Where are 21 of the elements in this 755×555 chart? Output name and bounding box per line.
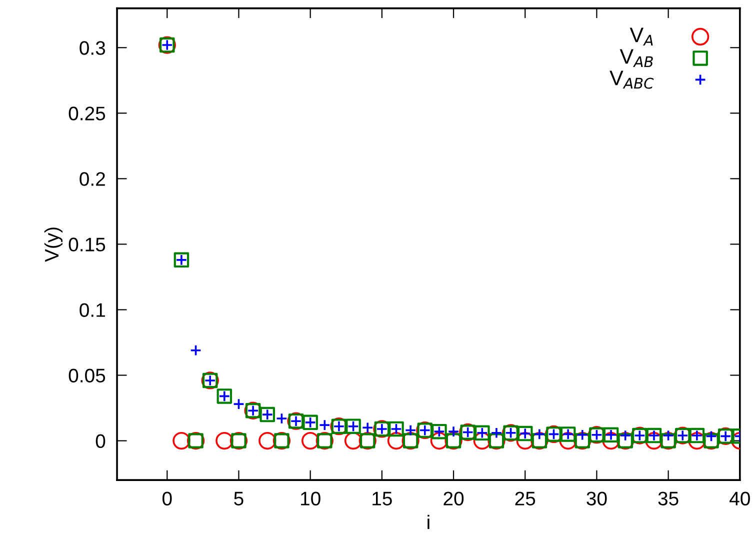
- x-tick-label: 25: [515, 492, 536, 506]
- x-tick-label: 40: [730, 492, 750, 506]
- x-tick-label: 5: [234, 492, 244, 506]
- x-tick-label: 10: [301, 492, 320, 506]
- legend-label: V$_{AB}$: [620, 49, 653, 68]
- legend-label: V$_{ABC}$: [610, 70, 654, 89]
- y-axis-title: V(y): [44, 228, 63, 262]
- x-tick-label: 35: [658, 492, 678, 506]
- x-tick-label: 20: [444, 492, 464, 506]
- y-tick-label: 0.05: [68, 368, 106, 382]
- y-tick-label: 0.25: [68, 106, 106, 120]
- y-tick-label: 0.15: [68, 238, 106, 252]
- y-tick-label: 0.1: [80, 303, 105, 317]
- y-tick-label: 0.2: [80, 172, 105, 186]
- legend-label: V$_{A}$: [630, 28, 653, 46]
- x-axis-title: i: [428, 514, 430, 529]
- y-tick-label: 0.3: [80, 41, 106, 55]
- y-tick-label: 0: [96, 434, 106, 448]
- x-tick-label: 0: [162, 492, 172, 506]
- x-tick-label: 30: [586, 492, 607, 506]
- x-tick-label: 15: [372, 492, 392, 506]
